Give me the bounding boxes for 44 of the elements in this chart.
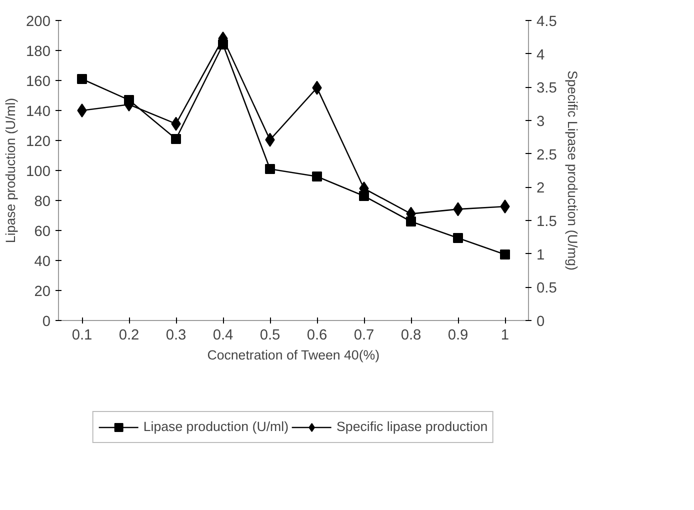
y2-tick-label: 2 — [536, 180, 545, 197]
y2-tick-label: 3.5 — [536, 80, 557, 97]
y-tick-label: 80 — [34, 194, 51, 210]
y-tick-label: 120 — [26, 134, 51, 150]
x-tick-label: 1 — [500, 328, 510, 344]
point — [171, 134, 181, 144]
x-tick-label: 0.5 — [260, 328, 280, 344]
y2-tick-label: 2.5 — [536, 147, 557, 164]
point — [77, 74, 87, 84]
y-tick-label: 20 — [34, 284, 51, 300]
x-tick-label: 0.2 — [118, 328, 140, 344]
y-tick-label: 40 — [34, 254, 51, 270]
y-tick-label: 180 — [26, 44, 51, 60]
y-tick-label: 60 — [34, 224, 51, 240]
x-axis-title: Cocnetration of Tween 40(%) — [207, 348, 380, 362]
point — [265, 164, 275, 174]
y2-tick-label: 4.5 — [536, 14, 557, 30]
y-tick-label: 100 — [26, 164, 51, 180]
y-axis-title: Lipase production (U/ml) — [3, 98, 18, 244]
x-tick-label: 0.9 — [448, 328, 468, 344]
y2-axis-title: Specific Lipase production (U/mg) — [564, 70, 580, 271]
point — [77, 104, 87, 118]
y2-tick-label: 0 — [536, 314, 545, 330]
y2-tick-label: 3 — [536, 114, 545, 130]
legend-label: Lipase production (U/ml) — [143, 419, 289, 434]
point — [500, 200, 510, 214]
x-tick-label: 0.7 — [354, 328, 374, 344]
point — [453, 233, 463, 243]
y-tick-label: 140 — [26, 104, 51, 120]
point — [312, 172, 322, 182]
y2-tick-label: 1.5 — [536, 214, 557, 230]
y-tick-label: 0 — [42, 314, 51, 330]
y-tick-label: 200 — [26, 14, 51, 30]
point — [500, 250, 510, 260]
y-tick-label: 160 — [26, 74, 51, 90]
x-tick-label: 0.4 — [212, 328, 234, 344]
y2-tick-label: 4 — [536, 47, 545, 64]
x-tick-label: 0.8 — [400, 328, 422, 344]
x-tick-label: 0.1 — [72, 328, 92, 344]
x-tick-label: 0.6 — [306, 328, 328, 344]
y2-tick-label: 1 — [536, 247, 545, 264]
x-tick-label: 0.3 — [166, 328, 186, 344]
legend-label: Specific lipase production — [336, 419, 488, 434]
y2-tick-label: 0.5 — [536, 280, 557, 297]
